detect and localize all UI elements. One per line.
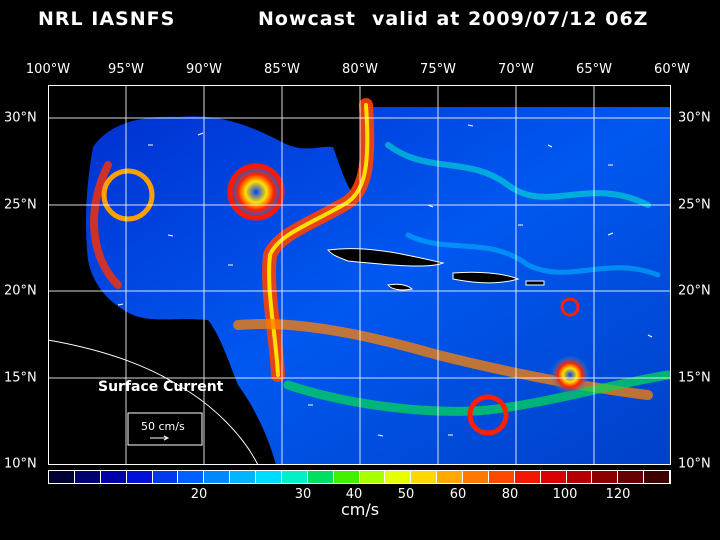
legend-title: Surface Current — [98, 379, 224, 395]
colorbar-swatch — [307, 471, 334, 483]
loop-current-core — [267, 103, 370, 377]
islands — [327, 248, 545, 291]
colorbar — [48, 470, 671, 484]
lon-label: 60°W — [654, 62, 690, 77]
colorbar-swatch — [178, 471, 205, 483]
colorbar-tick: 120 — [605, 487, 631, 502]
hispaniola — [452, 271, 520, 284]
colorbar-tick: 30 — [294, 487, 312, 502]
colorbar-tick: 60 — [449, 487, 467, 502]
colorbar-swatch — [100, 471, 127, 483]
colorbar-tick: 50 — [397, 487, 415, 502]
velocity-vectors — [117, 124, 653, 437]
colorbar-tick: 20 — [190, 487, 208, 502]
lat-label-left: 15°N — [4, 370, 37, 386]
lat-label-right: 15°N — [678, 370, 711, 386]
colorbar-swatch — [463, 471, 489, 483]
colorbar-swatch — [540, 471, 567, 483]
colorbar-swatch — [618, 471, 645, 483]
colorbar-swatch — [126, 471, 153, 483]
colorbar-swatch — [49, 471, 75, 483]
atlantic-eddy-band — [385, 142, 651, 208]
title-product: Nowcast — [258, 8, 356, 30]
colorbar-swatch — [230, 471, 256, 483]
colorbar-swatch — [514, 471, 541, 483]
lat-label-left: 20°N — [4, 283, 37, 299]
colorbar-swatch — [488, 471, 515, 483]
lon-label: 75°W — [420, 62, 456, 77]
lon-label: 85°W — [264, 62, 300, 77]
colorbar-swatch — [385, 471, 412, 483]
colorbar-swatch — [333, 471, 360, 483]
central-america — [48, 339, 259, 465]
colorbar-swatch — [204, 471, 231, 483]
lon-label: 80°W — [342, 62, 378, 77]
colorbar-swatch — [256, 471, 282, 483]
map-frame — [48, 85, 671, 465]
colorbar-tick: 40 — [345, 487, 363, 502]
caribbean-band — [283, 370, 671, 416]
colorbar-tick: 100 — [552, 487, 578, 502]
central-america-land — [48, 339, 259, 465]
lat-label-left: 10°N — [4, 456, 37, 472]
scale-vector-label: 50 cm/s — [141, 420, 185, 433]
colorbar-swatch — [437, 471, 463, 483]
lat-label-right: 25°N — [678, 197, 711, 213]
colorbar-swatch — [592, 471, 619, 483]
colorbar-swatch — [411, 471, 438, 483]
colorbar-swatch — [644, 471, 670, 483]
vector-arrows — [117, 124, 653, 437]
western-gulf-eddy — [101, 168, 155, 222]
lat-label-left: 25°N — [4, 197, 37, 213]
lon-label: 90°W — [186, 62, 222, 77]
puerto-rico — [525, 280, 545, 286]
lon-label: 70°W — [498, 62, 534, 77]
lat-label-right: 20°N — [678, 283, 711, 299]
lon-label: 65°W — [576, 62, 612, 77]
colorbar-unit: cm/s — [340, 500, 380, 519]
colorbar-swatch — [74, 471, 101, 483]
title-valid-time: valid at 2009/07/12 06Z — [372, 8, 649, 30]
colorbar-tick: 80 — [501, 487, 519, 502]
colorbar-swatch — [281, 471, 308, 483]
small-eddy — [560, 297, 580, 317]
map-title: NRL IASNFS Nowcast valid at 2009/07/12 0… — [0, 8, 720, 38]
current-speed-map: Surface Current 50 cm/s — [48, 85, 671, 465]
loop-current-eddy — [226, 162, 286, 222]
cuba — [327, 248, 445, 267]
colorbar-swatch — [152, 471, 179, 483]
jamaica — [387, 283, 414, 291]
graticule — [48, 85, 671, 465]
colorbar-swatch — [566, 471, 593, 483]
lon-label: 95°W — [108, 62, 144, 77]
colorbar-swatch — [359, 471, 386, 483]
lat-label-left: 30°N — [4, 110, 37, 126]
lat-label-right: 30°N — [678, 110, 711, 126]
lat-label-right: 10°N — [678, 456, 711, 472]
title-source: NRL IASNFS — [38, 8, 176, 30]
antilles-eddy-band — [405, 232, 661, 278]
lon-label: 100°W — [25, 62, 71, 77]
caribbean-eddy — [550, 355, 590, 395]
scale-vector-arrow-icon — [150, 435, 170, 441]
western-boundary-current — [90, 161, 122, 289]
southern-eddy — [467, 394, 509, 436]
